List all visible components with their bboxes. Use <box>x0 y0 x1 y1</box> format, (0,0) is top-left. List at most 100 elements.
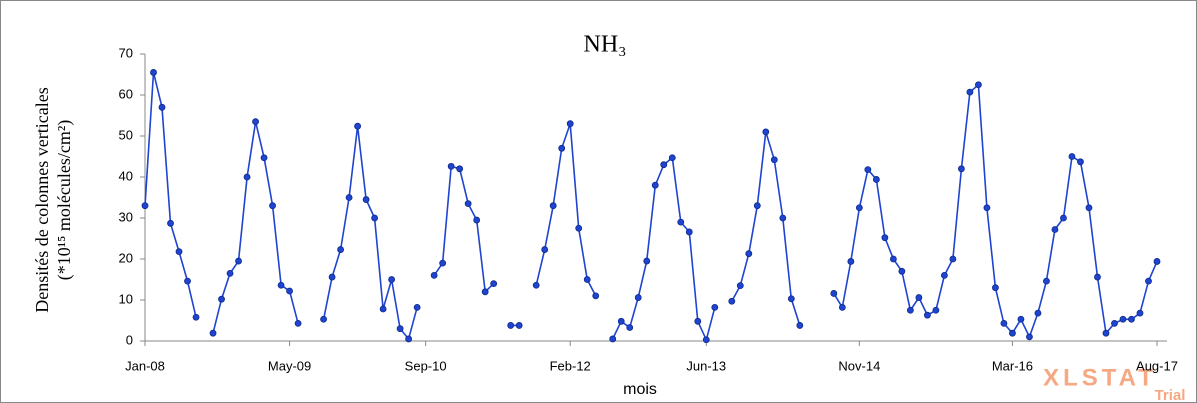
data-point <box>1068 153 1076 160</box>
data-point <box>626 324 634 331</box>
data-point <box>940 271 948 279</box>
y-axis-title: Densités de colonnes verticales (*10¹⁵ m… <box>32 87 75 312</box>
data-point <box>167 219 174 227</box>
data-point <box>830 290 838 297</box>
y-tick-label: 0 <box>126 332 133 347</box>
y-tick-label: 40 <box>119 168 133 183</box>
data-point <box>447 162 455 170</box>
watermark-label: Trial <box>1155 387 1186 403</box>
data-point <box>685 228 693 236</box>
data-point <box>1102 329 1110 337</box>
data-point <box>141 202 149 210</box>
data-point <box>762 128 770 136</box>
x-tick-label: Sep-10 <box>405 358 447 373</box>
data-point <box>966 88 974 96</box>
data-point <box>150 69 157 76</box>
data-point <box>1153 258 1161 265</box>
data-point <box>634 294 642 301</box>
data-point <box>507 322 515 329</box>
data-point <box>872 176 880 183</box>
data-point <box>328 273 336 281</box>
data-point <box>643 257 651 265</box>
data-point <box>1051 226 1059 233</box>
data-point <box>345 194 353 201</box>
data-point <box>728 297 736 305</box>
y-label-line: Densités de colonnes verticales <box>32 87 52 312</box>
data-point <box>779 214 787 222</box>
data-point <box>677 218 685 226</box>
data-point <box>898 267 906 275</box>
data-point <box>1017 315 1025 323</box>
data-point <box>226 269 234 277</box>
data-point <box>949 255 957 263</box>
data-point <box>660 161 668 169</box>
watermark-brand: XLSTAT <box>1043 364 1157 391</box>
data-point <box>541 246 549 253</box>
data-point <box>1145 277 1152 285</box>
data-point <box>651 181 659 189</box>
data-point <box>1034 309 1042 317</box>
data-point <box>1111 319 1118 327</box>
x-tick-label: Jun-13 <box>686 358 726 373</box>
data-point <box>975 81 982 89</box>
data-point <box>1043 277 1050 285</box>
data-point <box>575 224 583 232</box>
data-point <box>1136 309 1144 317</box>
data-point <box>932 306 940 314</box>
data-point <box>218 295 225 303</box>
data-point <box>260 154 268 162</box>
data-point <box>1085 204 1093 212</box>
data-point <box>464 200 472 208</box>
data-point <box>354 122 362 130</box>
data-point <box>915 294 923 301</box>
data-point <box>592 292 600 300</box>
data-point <box>855 204 863 212</box>
data-point <box>532 281 540 289</box>
data-point <box>864 166 872 174</box>
data-point <box>753 202 761 210</box>
data-point <box>702 336 710 344</box>
data-point <box>209 329 217 337</box>
data-point <box>481 288 489 296</box>
data-point <box>889 255 897 263</box>
data-point <box>396 325 404 333</box>
data-point <box>1094 273 1101 281</box>
data-point <box>235 257 242 265</box>
y-tick-label: 70 <box>119 45 133 60</box>
data-point <box>847 258 855 265</box>
data-point <box>770 156 778 164</box>
data-point <box>320 315 327 323</box>
data-point <box>992 284 999 292</box>
data-point <box>388 276 396 283</box>
data-point <box>379 305 387 313</box>
data-point <box>277 281 285 289</box>
data-point <box>1009 329 1016 337</box>
x-tick-label: Feb-12 <box>550 358 591 373</box>
data-point <box>1128 315 1135 323</box>
data-point <box>549 202 557 210</box>
data-point <box>906 306 914 314</box>
x-tick-label: Jan-08 <box>125 358 165 373</box>
data-point <box>583 276 591 283</box>
data-point <box>158 103 166 111</box>
data-point <box>243 173 251 181</box>
x-tick-label: May-09 <box>268 358 311 373</box>
data-point <box>558 144 566 152</box>
data-point <box>490 280 498 288</box>
data-point <box>371 214 379 222</box>
y-label-line: (*10¹⁵ molécules/cm²) <box>54 120 75 281</box>
data-point <box>294 319 302 327</box>
data-point <box>1000 319 1008 327</box>
data-point <box>362 196 370 203</box>
data-point <box>1060 214 1067 222</box>
data-point <box>796 322 804 329</box>
data-point <box>413 303 421 311</box>
data-point <box>430 271 438 279</box>
data-point <box>609 335 617 343</box>
data-point <box>881 234 889 242</box>
data-point <box>184 277 191 285</box>
data-point <box>337 246 344 253</box>
data-point <box>439 259 447 267</box>
